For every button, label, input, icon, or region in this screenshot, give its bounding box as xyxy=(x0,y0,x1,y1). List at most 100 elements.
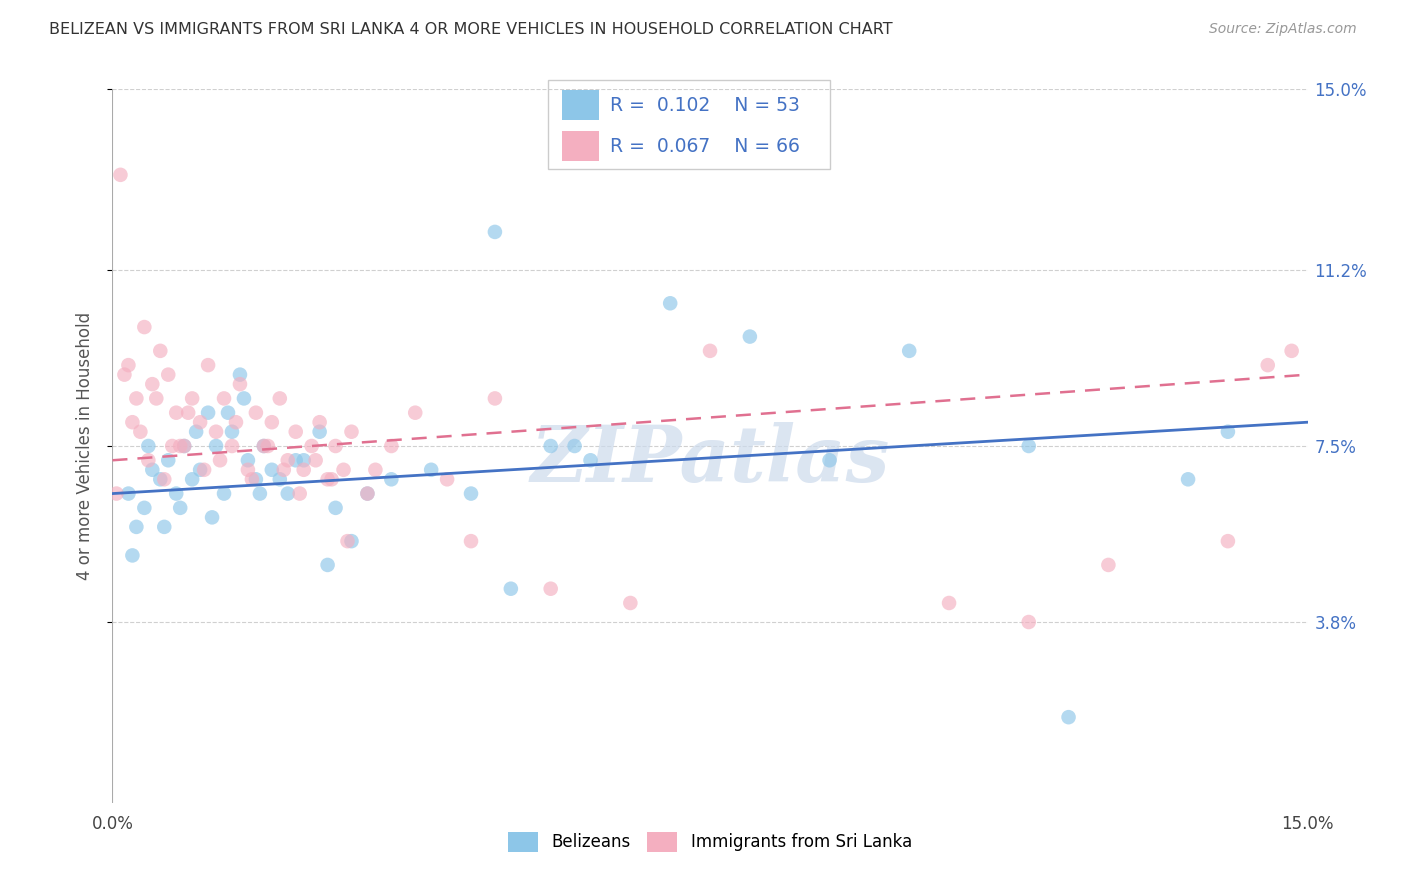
Point xyxy=(240,472,263,486)
Text: Source: ZipAtlas.com: Source: ZipAtlas.com xyxy=(1209,22,1357,37)
Point xyxy=(301,439,323,453)
Point xyxy=(659,296,682,310)
Point xyxy=(249,486,271,500)
Point xyxy=(188,463,211,477)
Point xyxy=(110,168,132,182)
Point xyxy=(540,582,562,596)
Point xyxy=(145,392,167,406)
Point xyxy=(460,486,482,500)
Point xyxy=(157,453,180,467)
Point xyxy=(117,486,139,500)
Point xyxy=(138,439,160,453)
Point xyxy=(212,486,235,500)
Point xyxy=(436,472,458,486)
Point xyxy=(699,343,721,358)
Point xyxy=(165,406,187,420)
Point xyxy=(288,486,311,500)
Point xyxy=(141,377,163,392)
Point xyxy=(134,320,156,334)
Point xyxy=(316,558,339,572)
Point xyxy=(260,463,283,477)
Point xyxy=(1216,534,1239,549)
Point xyxy=(225,415,247,429)
Point xyxy=(564,439,586,453)
Point xyxy=(157,368,180,382)
Point xyxy=(938,596,960,610)
Point xyxy=(138,453,160,467)
Point xyxy=(308,415,330,429)
Point xyxy=(321,472,343,486)
Point xyxy=(284,453,307,467)
Point xyxy=(169,439,191,453)
Point xyxy=(356,486,378,500)
Point xyxy=(356,486,378,500)
Text: ZIPatlas: ZIPatlas xyxy=(530,422,890,499)
Point xyxy=(340,534,363,549)
Point xyxy=(229,368,252,382)
Point xyxy=(221,425,243,439)
Point xyxy=(149,343,172,358)
Point xyxy=(188,415,211,429)
Point xyxy=(292,463,315,477)
Point xyxy=(579,453,602,467)
Point xyxy=(141,463,163,477)
Point xyxy=(236,463,259,477)
Point xyxy=(236,453,259,467)
Point xyxy=(420,463,443,477)
Point xyxy=(818,453,841,467)
Point xyxy=(484,225,506,239)
Point xyxy=(257,439,280,453)
Point xyxy=(273,463,295,477)
Point xyxy=(125,520,148,534)
Point xyxy=(212,392,235,406)
Point xyxy=(404,406,426,420)
Point xyxy=(253,439,276,453)
Point xyxy=(277,453,299,467)
Point xyxy=(1057,710,1080,724)
Point xyxy=(181,392,204,406)
Point xyxy=(316,472,339,486)
Text: BELIZEAN VS IMMIGRANTS FROM SRI LANKA 4 OR MORE VEHICLES IN HOUSEHOLD CORRELATIO: BELIZEAN VS IMMIGRANTS FROM SRI LANKA 4 … xyxy=(49,22,893,37)
Point xyxy=(134,500,156,515)
Point xyxy=(193,463,215,477)
Point xyxy=(217,406,239,420)
Point xyxy=(380,472,402,486)
Point xyxy=(1257,358,1279,372)
Point xyxy=(1018,615,1040,629)
Point xyxy=(260,415,283,429)
Point xyxy=(114,368,135,382)
Point xyxy=(269,392,291,406)
Point xyxy=(205,439,228,453)
Point xyxy=(173,439,195,453)
Legend: Belizeans, Immigrants from Sri Lanka: Belizeans, Immigrants from Sri Lanka xyxy=(502,825,918,859)
Point xyxy=(121,549,143,563)
Point xyxy=(125,392,148,406)
Point xyxy=(898,343,921,358)
Point xyxy=(308,425,330,439)
Point xyxy=(169,500,191,515)
Point xyxy=(1281,343,1303,358)
Point xyxy=(129,425,152,439)
Point xyxy=(305,453,328,467)
Point xyxy=(269,472,291,486)
Point xyxy=(340,425,363,439)
Point xyxy=(277,486,299,500)
Point xyxy=(284,425,307,439)
Point xyxy=(540,439,562,453)
Point xyxy=(149,472,172,486)
Y-axis label: 4 or more Vehicles in Household: 4 or more Vehicles in Household xyxy=(76,312,94,580)
Point xyxy=(105,486,128,500)
Bar xyxy=(562,131,599,161)
Point xyxy=(153,472,176,486)
Point xyxy=(460,534,482,549)
Point xyxy=(484,392,506,406)
Point xyxy=(336,534,359,549)
Point xyxy=(165,486,187,500)
Point xyxy=(201,510,224,524)
Point xyxy=(1177,472,1199,486)
Point xyxy=(221,439,243,453)
Point xyxy=(233,392,256,406)
Point xyxy=(1216,425,1239,439)
Point xyxy=(209,453,232,467)
Point xyxy=(292,453,315,467)
